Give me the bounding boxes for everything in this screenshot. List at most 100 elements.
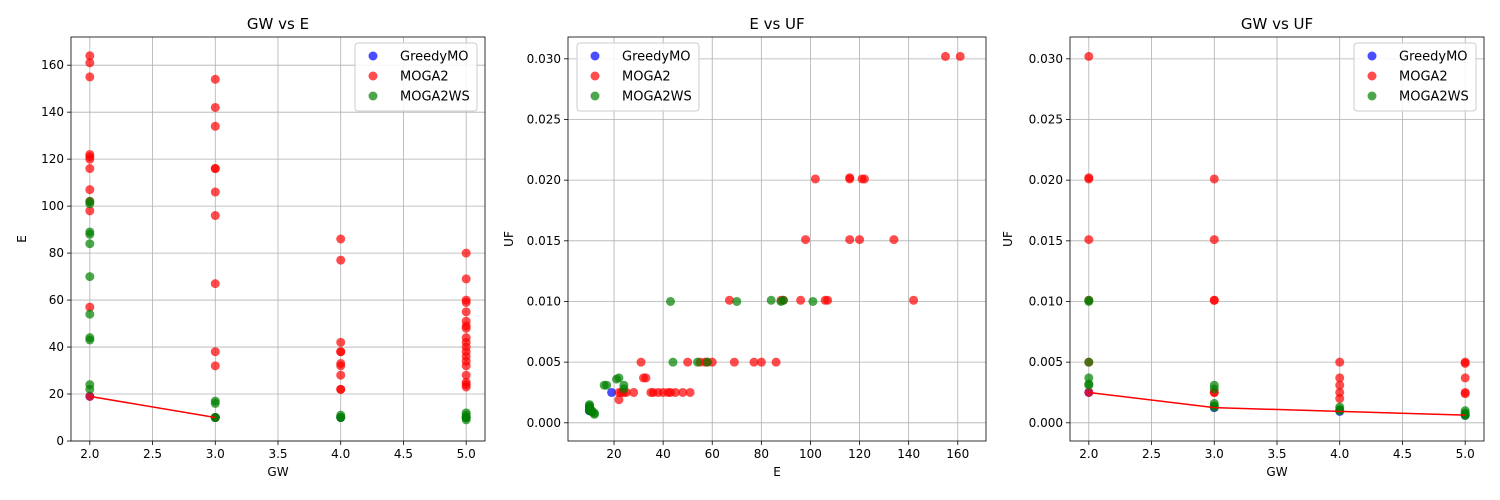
legend-label: GreedyMO	[622, 50, 691, 65]
x-tick-label: 60	[705, 447, 720, 461]
data-point-moga2	[859, 174, 869, 184]
data-point-moga2	[461, 274, 471, 284]
data-point-moga2ws	[732, 296, 742, 306]
data-point-moga2	[336, 347, 346, 357]
data-point-moga2	[85, 72, 95, 82]
y-tick-label: 80	[49, 246, 64, 260]
x-axis-label: GW	[1266, 465, 1287, 479]
data-point-moga2	[771, 357, 781, 367]
data-point-moga2	[85, 164, 95, 174]
data-point-moga2	[1084, 51, 1094, 61]
y-tick-label: 0.015	[1029, 234, 1063, 248]
y-tick-label: 0.000	[1029, 416, 1063, 430]
y-tick-label: 120	[41, 152, 64, 166]
data-point-moga2	[336, 337, 346, 347]
data-point-moga2	[461, 382, 471, 392]
legend-marker	[1367, 51, 1377, 61]
data-point-moga2	[461, 248, 471, 258]
data-point-moga2ws	[85, 309, 95, 319]
data-point-moga2	[1335, 357, 1345, 367]
legend-label: GreedyMO	[1399, 50, 1468, 65]
data-point-moga2	[909, 295, 919, 305]
data-point-moga2	[210, 74, 220, 84]
data-point-moga2	[336, 255, 346, 265]
data-point-moga2	[1084, 173, 1094, 183]
x-axis-label: E	[773, 465, 781, 479]
data-point-moga2	[666, 387, 676, 397]
y-tick-label: 0.010	[527, 294, 561, 308]
data-point-moga2ws	[602, 380, 612, 390]
data-point-moga2	[955, 51, 965, 61]
data-point-moga2	[1335, 380, 1345, 390]
x-tick-label: 4.5	[394, 447, 413, 461]
data-point-moga2ws	[666, 296, 676, 306]
x-axis-label: GW	[267, 465, 288, 479]
y-axis-label: UF	[1001, 231, 1015, 247]
legend-marker	[1367, 71, 1377, 81]
data-point-moga2	[210, 102, 220, 112]
data-point-moga2	[678, 387, 688, 397]
data-point-moga2ws	[1209, 401, 1219, 411]
y-tick-label: 0.015	[527, 234, 561, 248]
x-tick-label: 3.5	[1267, 447, 1286, 461]
legend-label: MOGA2WS	[1399, 90, 1469, 105]
data-point-moga2	[210, 361, 220, 371]
data-point-moga2	[461, 307, 471, 317]
data-point-moga2ws	[1084, 379, 1094, 389]
data-point-moga2	[210, 279, 220, 289]
data-point-moga2ws	[693, 357, 703, 367]
data-point-moga2	[461, 370, 471, 380]
chart-title: GW vs E	[247, 15, 309, 33]
data-point-moga2	[756, 357, 766, 367]
data-point-moga2	[845, 173, 855, 183]
data-point-moga2ws	[85, 239, 95, 249]
data-point-moga2	[210, 211, 220, 221]
data-point-moga2	[85, 51, 95, 61]
chart-2: 20 40 60 80 100 120 140 160 0.000 0.005 0.010 0.015…	[502, 15, 987, 479]
data-point-moga2	[210, 347, 220, 357]
data-point-moga2	[685, 387, 695, 397]
y-tick-label: 0.020	[527, 173, 561, 187]
legend-box	[1353, 42, 1477, 112]
y-tick-label: 0.010	[1029, 294, 1063, 308]
data-point-moga2ws	[589, 409, 599, 419]
data-point-moga2	[820, 295, 830, 305]
x-tick-label: 2.5	[143, 447, 162, 461]
x-tick-label: 140	[897, 447, 920, 461]
data-point-moga2ws	[85, 384, 95, 394]
data-point-moga2	[845, 235, 855, 245]
y-tick-label: 0.025	[527, 112, 561, 126]
legend-marker	[590, 91, 600, 101]
y-tick-label: 0	[56, 434, 64, 448]
y-tick-label: 0.000	[527, 416, 561, 430]
legend: GreedyMO MOGA2 MOGA2WS	[354, 42, 478, 112]
data-point-moga2	[210, 164, 220, 174]
data-point-moga2ws	[611, 374, 621, 384]
data-point-moga2ws	[702, 357, 712, 367]
x-tick-label: 3.0	[1205, 447, 1224, 461]
x-tick-label: 5.0	[1456, 447, 1475, 461]
data-point-moga2	[461, 323, 471, 333]
data-point-moga2ws	[1084, 295, 1094, 305]
axes-frame	[567, 36, 987, 442]
legend-label: GreedyMO	[400, 50, 469, 65]
data-point-moga2ws	[336, 413, 346, 423]
data-point-greedymo	[607, 387, 617, 397]
data-point-moga2ws	[766, 295, 776, 305]
legend-label: MOGA2WS	[622, 90, 692, 105]
data-point-moga2	[1335, 394, 1345, 404]
data-point-moga2ws	[85, 272, 95, 282]
data-point-moga2	[855, 235, 865, 245]
data-point-moga2	[210, 121, 220, 131]
data-point-moga2	[85, 185, 95, 195]
legend-label: MOGA2	[1399, 70, 1448, 85]
data-point-moga2	[729, 357, 739, 367]
data-point-moga2	[683, 357, 693, 367]
data-point-moga2	[1460, 389, 1470, 399]
data-point-moga2ws	[85, 335, 95, 345]
x-tick-label: 4.0	[1330, 447, 1349, 461]
data-point-moga2	[210, 187, 220, 197]
frontier-line	[89, 395, 216, 419]
data-point-moga2	[1335, 373, 1345, 383]
